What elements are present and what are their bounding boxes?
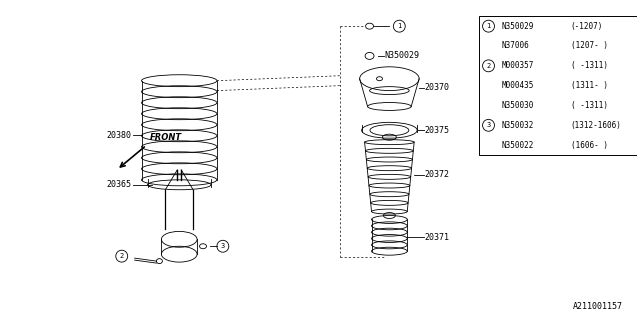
Text: N350032: N350032 [501, 121, 534, 130]
Text: N350030: N350030 [501, 101, 534, 110]
Text: 20370: 20370 [424, 83, 449, 92]
Text: N350029: N350029 [385, 52, 419, 60]
Text: 20375: 20375 [424, 126, 449, 135]
Text: N350029: N350029 [501, 22, 534, 31]
Text: M000435: M000435 [501, 81, 534, 90]
Text: 20380: 20380 [107, 131, 132, 140]
Text: 3: 3 [221, 243, 225, 249]
Text: N37006: N37006 [501, 42, 529, 51]
Text: 1: 1 [397, 23, 401, 29]
Text: (1606- ): (1606- ) [571, 140, 608, 150]
Text: 2: 2 [120, 253, 124, 259]
Text: 20365: 20365 [107, 180, 132, 189]
Text: 2: 2 [486, 63, 491, 69]
Text: ( -1311): ( -1311) [571, 101, 608, 110]
Text: N350022: N350022 [501, 140, 534, 150]
Text: (1207- ): (1207- ) [571, 42, 608, 51]
Text: 20372: 20372 [424, 170, 449, 180]
Text: 20371: 20371 [424, 233, 449, 242]
Text: ( -1311): ( -1311) [571, 61, 608, 70]
Text: FRONT: FRONT [150, 133, 182, 142]
Text: (1312-1606): (1312-1606) [571, 121, 621, 130]
Text: 3: 3 [486, 122, 491, 128]
Bar [479, 16, 640, 155]
Text: 1: 1 [486, 23, 491, 29]
Text: M000357: M000357 [501, 61, 534, 70]
Text: (-1207): (-1207) [571, 22, 603, 31]
Text: A211001157: A211001157 [572, 302, 622, 311]
Text: (1311- ): (1311- ) [571, 81, 608, 90]
